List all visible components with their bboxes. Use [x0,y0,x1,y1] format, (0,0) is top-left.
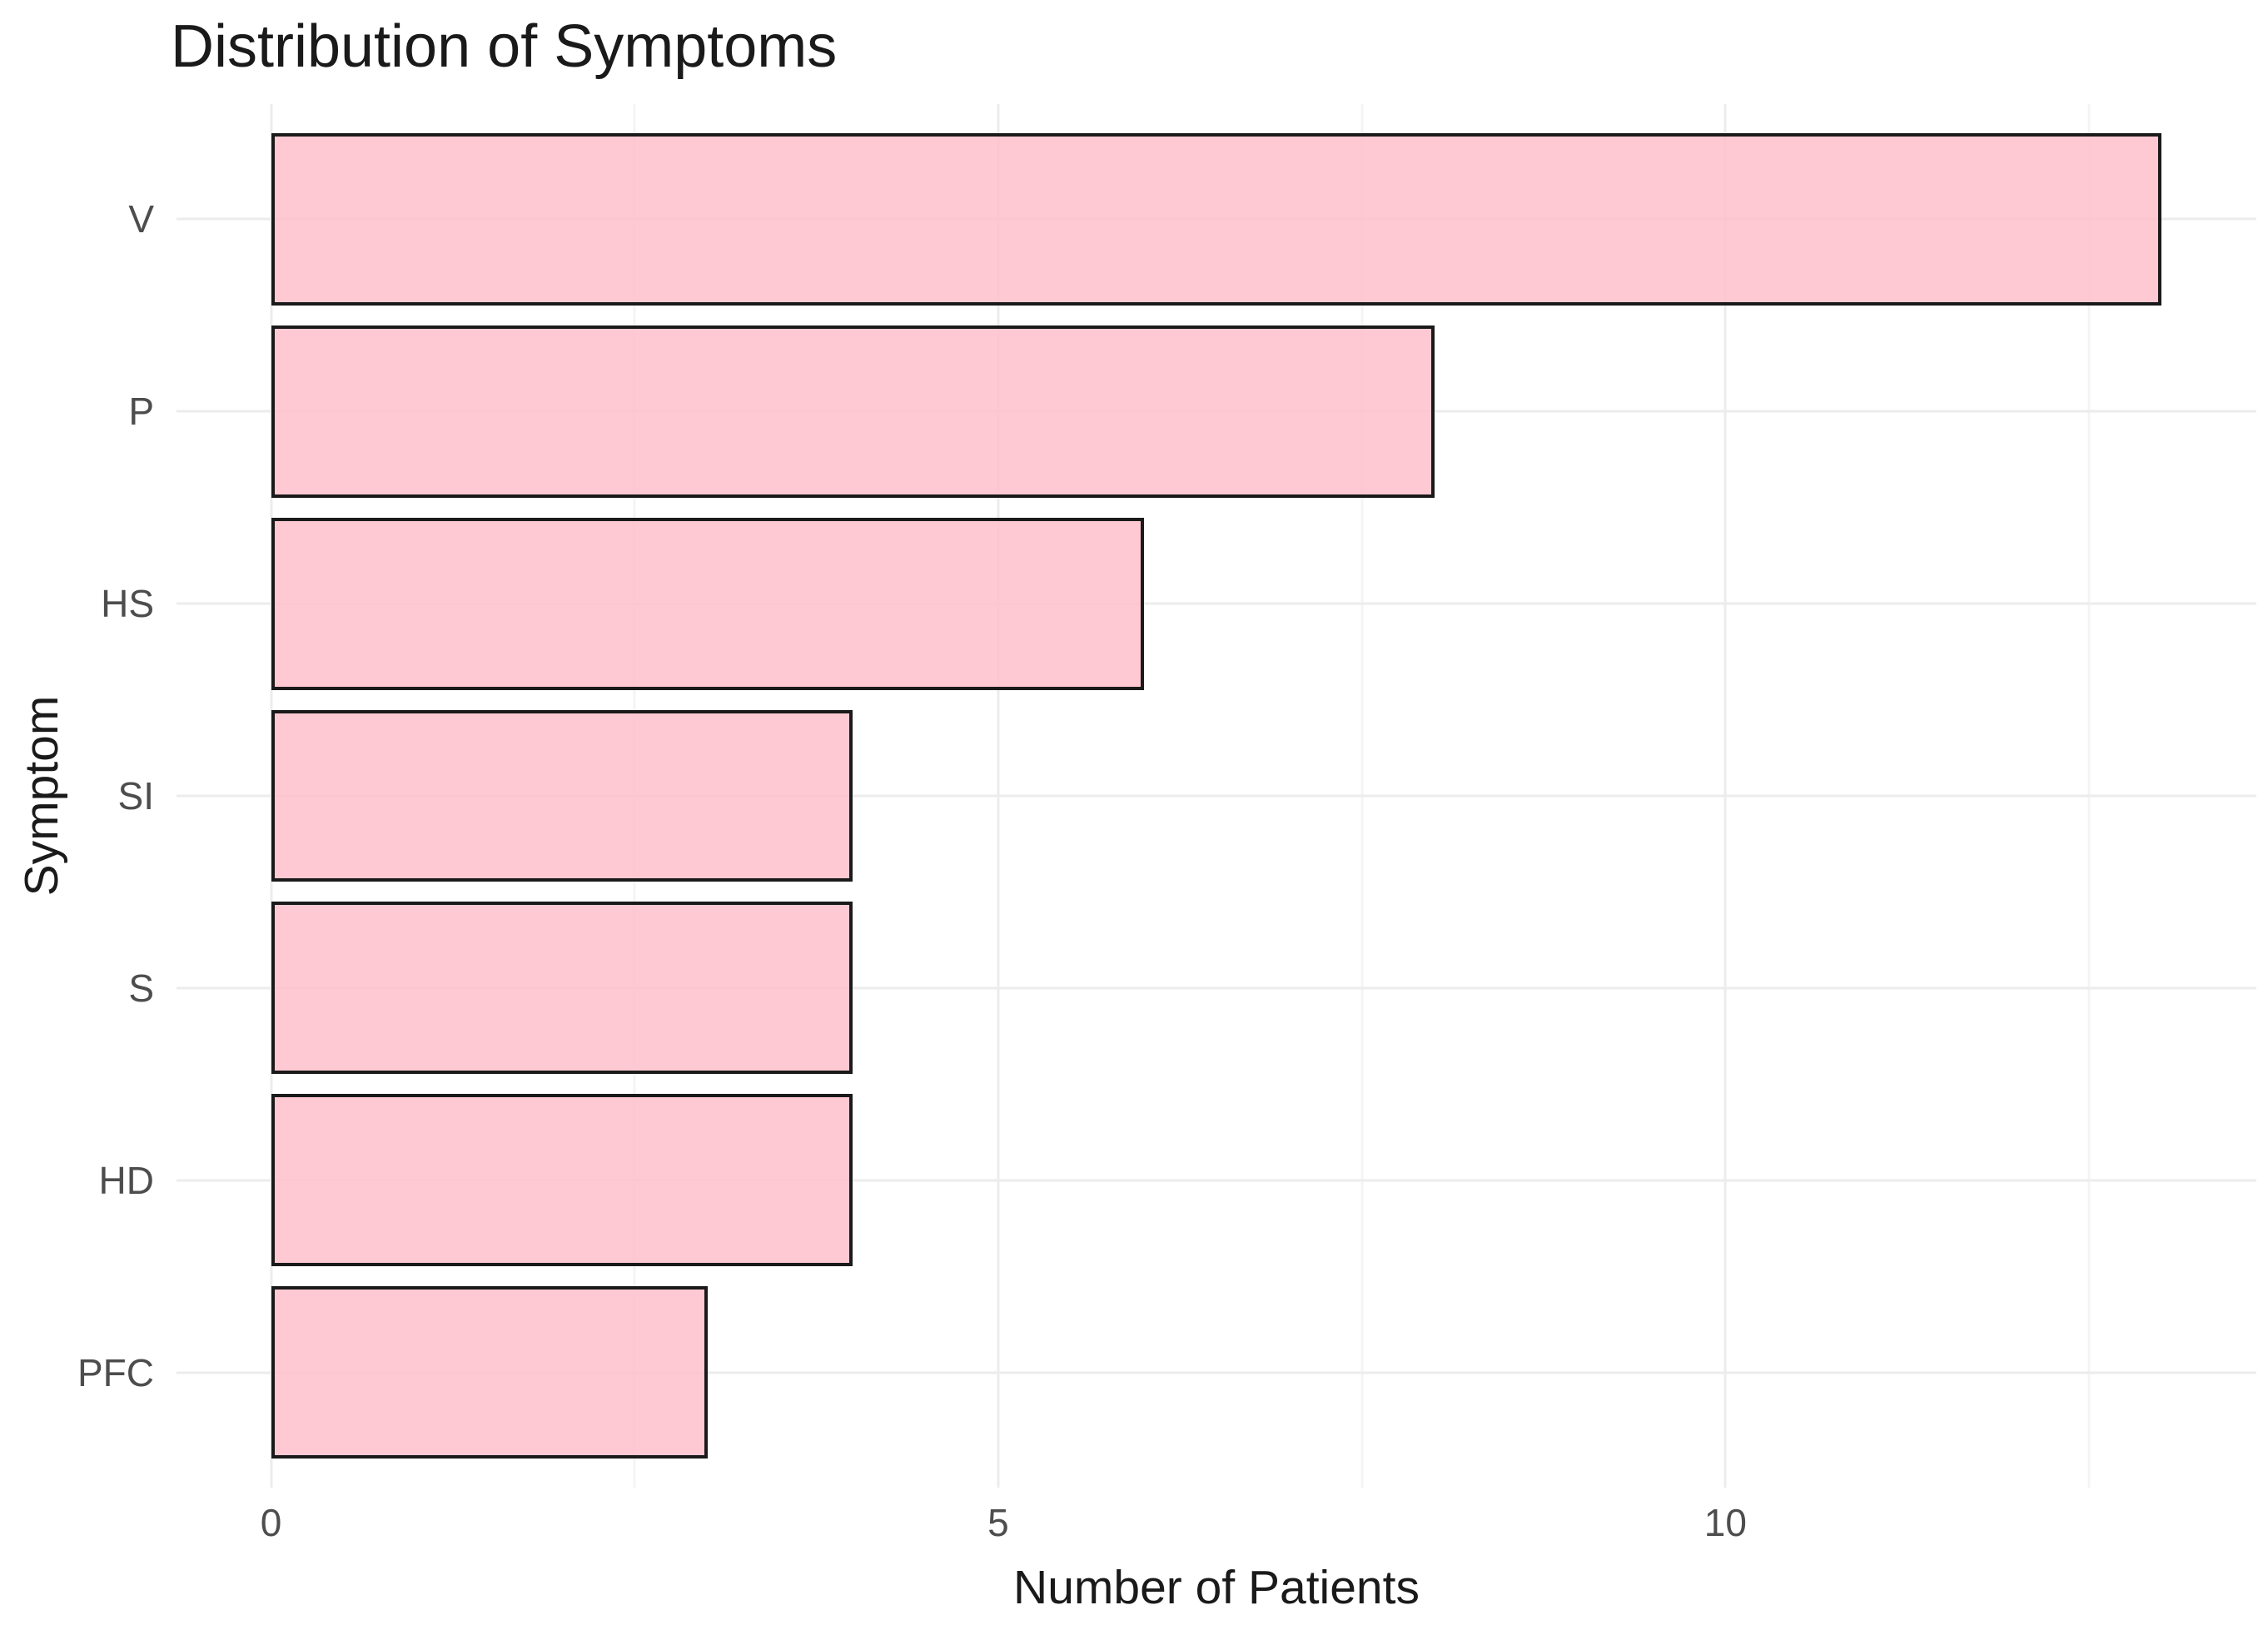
bar-S [271,902,853,1075]
x-tick-label-0: 0 [260,1501,282,1544]
y-tick-label-HS: HS [101,582,154,626]
chart-title: Distribution of Symptoms [171,13,838,80]
y-label-row-HS: HS [0,508,154,700]
bar-row-P [177,316,2256,508]
gridline-row-SI [177,794,2256,798]
y-tick-label-S: S [128,966,154,1010]
y-label-row-S: S [0,892,154,1084]
y-tick-label-HD: HD [98,1158,154,1202]
bar-SI [271,709,853,882]
gridline-row-HD [177,1179,2256,1182]
bar-V [271,133,2162,306]
y-label-row-P: P [0,316,154,508]
gridline-row-S [177,986,2256,990]
plot-area [177,104,2256,1488]
x-tick-label-10: 10 [1703,1501,1747,1544]
y-label-row-HD: HD [0,1084,154,1276]
y-axis-labels: V P HS SI S HD PFC [0,123,154,1468]
bar-row-HS [177,508,2256,700]
y-label-row-PFC: PFC [0,1276,154,1468]
x-tick-label-5: 5 [987,1501,1009,1544]
y-tick-label-P: P [128,390,154,434]
y-tick-label-PFC: PFC [77,1350,154,1394]
bar-row-S [177,892,2256,1084]
y-tick-label-SI: SI [117,774,154,817]
bar-HD [271,1094,853,1267]
bar-HS [271,517,1144,690]
x-axis-tick-labels: 0 5 10 [177,1498,2256,1548]
bar-row-HD [177,1084,2256,1276]
bar-row-V [177,123,2256,316]
bar-row-PFC [177,1276,2256,1468]
gridline-row-PFC [177,1371,2256,1374]
y-label-row-V: V [0,123,154,316]
bar-P [271,325,1435,498]
gridline-row-HS [177,602,2256,605]
bar-PFC [271,1286,708,1459]
y-tick-label-V: V [128,197,154,241]
x-axis-title: Number of Patients [1013,1561,1420,1614]
y-label-row-SI: SI [0,700,154,892]
bar-series [177,123,2256,1468]
bar-row-SI [177,700,2256,892]
